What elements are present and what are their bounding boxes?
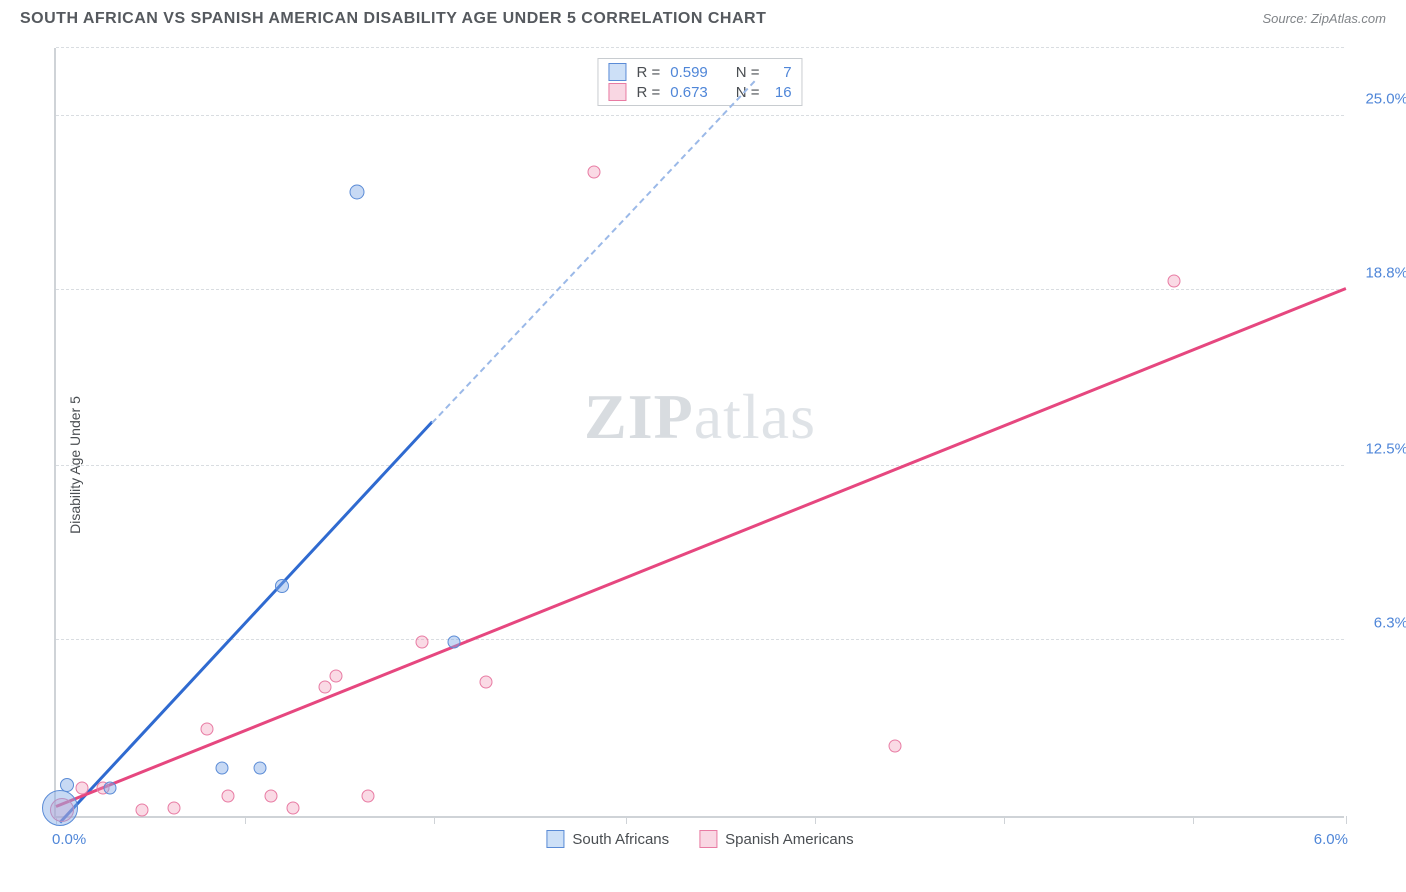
data-point-blue	[103, 782, 116, 795]
data-point-pink	[329, 670, 342, 683]
swatch-pink	[608, 83, 626, 101]
data-point-pink	[168, 801, 181, 814]
x-tick	[245, 816, 246, 824]
y-tick-label: 25.0%	[1365, 91, 1406, 108]
r-label: R =	[636, 64, 660, 81]
data-point-blue	[60, 778, 74, 792]
r-value: 0.599	[670, 64, 708, 81]
bottom-legend: South Africans Spanish Americans	[546, 830, 853, 848]
watermark: ZIPatlas	[584, 380, 816, 454]
stats-box: R = 0.599 N = 7 R = 0.673 N = 16	[597, 58, 802, 106]
x-tick	[1346, 816, 1347, 824]
data-point-pink	[318, 681, 331, 694]
source-prefix: Source:	[1262, 11, 1310, 26]
data-point-pink	[480, 675, 493, 688]
y-tick-label: 6.3%	[1374, 614, 1406, 631]
swatch-blue	[608, 63, 626, 81]
y-tick-label: 18.8%	[1365, 264, 1406, 281]
data-point-pink	[222, 790, 235, 803]
data-point-pink	[136, 804, 149, 817]
data-point-pink	[587, 166, 600, 179]
gridline	[56, 465, 1344, 466]
data-point-pink	[286, 801, 299, 814]
x-axis-max-label: 6.0%	[1314, 831, 1348, 848]
data-point-blue	[350, 184, 365, 199]
swatch-blue	[546, 830, 564, 848]
data-point-pink	[265, 790, 278, 803]
plot-area: ZIPatlas R = 0.599 N = 7 R = 0.673 N = 1…	[54, 48, 1344, 818]
legend-item-pink: Spanish Americans	[699, 830, 853, 848]
watermark-part1: ZIP	[584, 381, 694, 452]
trendline-blue-dashed	[432, 81, 756, 424]
data-point-pink	[200, 723, 213, 736]
n-value: 16	[770, 84, 792, 101]
trendline-pink	[55, 287, 1346, 808]
data-point-blue	[447, 636, 460, 649]
data-point-blue	[215, 762, 228, 775]
x-tick	[815, 816, 816, 824]
data-point-blue	[42, 790, 78, 826]
data-point-pink	[415, 636, 428, 649]
stats-row-blue: R = 0.599 N = 7	[608, 63, 791, 81]
data-point-blue	[275, 579, 289, 593]
n-label: N =	[736, 64, 760, 81]
data-point-pink	[75, 782, 88, 795]
data-point-pink	[1168, 275, 1181, 288]
data-point-pink	[888, 740, 901, 753]
x-tick	[1193, 816, 1194, 824]
source-name: ZipAtlas.com	[1311, 11, 1386, 26]
legend-label: South Africans	[572, 831, 669, 848]
stats-row-pink: R = 0.673 N = 16	[608, 83, 791, 101]
x-axis-min-label: 0.0%	[52, 831, 86, 848]
chart-title: SOUTH AFRICAN VS SPANISH AMERICAN DISABI…	[20, 10, 766, 28]
trendline-blue-solid	[59, 421, 433, 823]
gridline	[56, 47, 1344, 48]
watermark-part2: atlas	[694, 381, 816, 452]
x-tick	[434, 816, 435, 824]
r-label: R =	[636, 84, 660, 101]
x-tick	[1004, 816, 1005, 824]
data-point-blue	[254, 762, 267, 775]
gridline	[56, 115, 1344, 116]
source-attribution: Source: ZipAtlas.com	[1262, 10, 1386, 28]
y-tick-label: 12.5%	[1365, 441, 1406, 458]
swatch-pink	[699, 830, 717, 848]
legend-label: Spanish Americans	[725, 831, 853, 848]
gridline	[56, 289, 1344, 290]
n-value: 7	[770, 64, 792, 81]
data-point-pink	[361, 790, 374, 803]
legend-item-blue: South Africans	[546, 830, 669, 848]
gridline	[56, 639, 1344, 640]
r-value: 0.673	[670, 84, 708, 101]
x-tick	[626, 816, 627, 824]
